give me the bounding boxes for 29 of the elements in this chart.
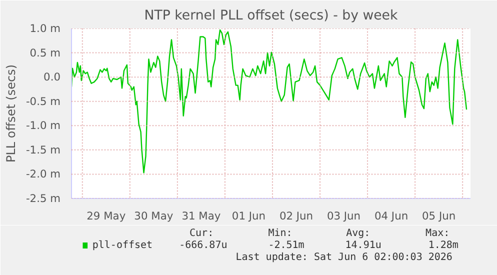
y-tick-label: 1.0 m xyxy=(30,22,61,35)
y-tick-label: 0.0 xyxy=(44,70,61,84)
y-axis-title: PLL offset (secs) xyxy=(4,64,18,163)
x-tick-label: 01 Jun xyxy=(232,210,266,222)
text: 1.28m xyxy=(428,240,458,251)
text: Last update: Sat Jun 6 02:00:03 2026 xyxy=(236,252,452,263)
text: -666.87u xyxy=(179,240,228,251)
y-tick-label: -2.0 m xyxy=(26,168,61,181)
text: Max: xyxy=(426,228,450,239)
y-tick-label: -0.5 m xyxy=(26,94,61,108)
y-tick-label: -1.5 m xyxy=(26,143,61,156)
legend-label: pll-offset xyxy=(92,240,153,251)
x-tick-label: 03 Jun xyxy=(326,210,361,222)
y-tick-label: -2.5 m xyxy=(26,192,61,205)
text: -2.51m xyxy=(268,240,304,251)
text: Avg: xyxy=(346,228,370,239)
line-series xyxy=(72,29,468,174)
x-tick-label: 05 Jun xyxy=(422,210,456,222)
text: Min: xyxy=(268,228,292,239)
y-tick-label: -1.0 m xyxy=(26,119,61,132)
text: Cur: xyxy=(190,228,214,239)
chart-title: NTP kernel PLL offset (secs) - by week xyxy=(144,8,398,24)
x-tick-label: 30 May xyxy=(134,210,174,222)
x-tick-label: 02 Jun xyxy=(279,210,314,222)
x-tick-label: 31 May xyxy=(182,210,221,222)
x-tick-label: 04 Jun xyxy=(374,210,408,222)
y-tick-label: 0.5 m xyxy=(30,46,61,60)
x-tick-label: 29 May xyxy=(86,210,126,222)
text: 14.91u xyxy=(345,240,382,251)
